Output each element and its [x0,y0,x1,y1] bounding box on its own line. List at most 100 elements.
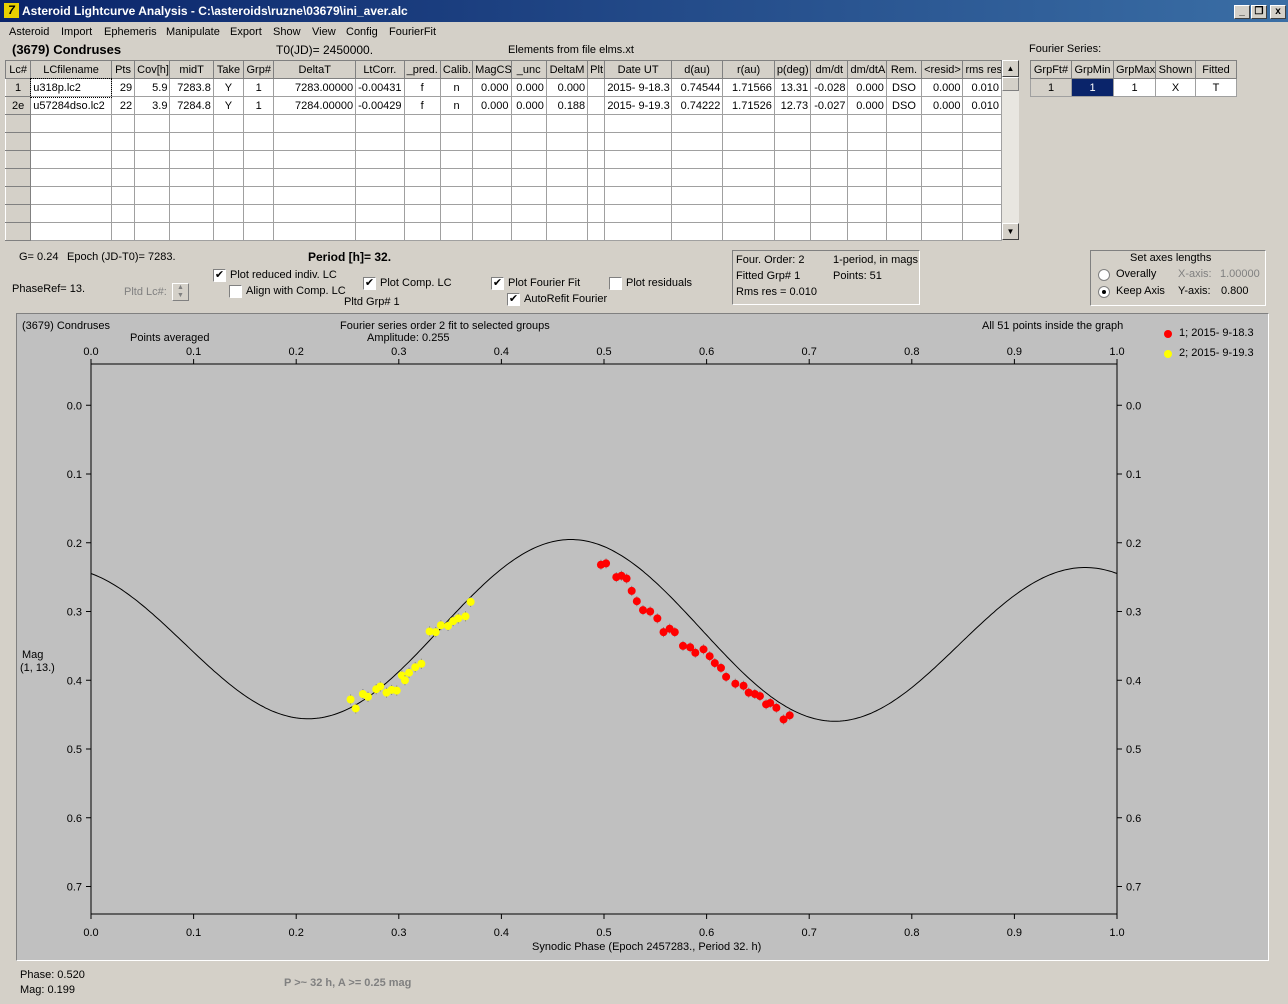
menu-config[interactable]: Config [346,26,378,38]
lc-empty-cell[interactable] [510,204,547,223]
lc-empty-cell[interactable] [510,150,547,169]
lc-empty-cell[interactable] [810,204,849,223]
lc-empty-cell[interactable] [110,114,136,133]
lc-empty-cell[interactable] [670,204,724,223]
lc-empty-cell[interactable] [243,150,275,169]
lc-cell[interactable]: 1.71566 [722,78,775,97]
lc-empty-cell[interactable] [273,132,357,151]
lc-empty-cell[interactable] [355,114,405,133]
lc-empty-cell[interactable] [670,114,724,133]
lc-empty-cell[interactable] [847,222,887,241]
lc-table-row[interactable]: 1 u318p.lc2 29 5.9 7283.8 Y 1 7283.00000 -0.0043… [4,77,1002,98]
lc-cell[interactable]: 1 [243,78,275,97]
lc-empty-cell[interactable] [30,150,112,169]
lc-empty-cell[interactable] [587,222,606,241]
scroll-thumb[interactable] [1002,77,1019,91]
lc-empty-cell[interactable] [722,204,775,223]
lc-cell[interactable]: 7283.8 [169,78,214,97]
lc-empty-cell[interactable] [604,204,672,223]
lc-cell[interactable]: 7284.8 [169,96,214,115]
menu-import[interactable]: Import [61,26,93,38]
lc-empty-cell[interactable] [587,114,606,133]
lc-empty-cell[interactable] [670,150,724,169]
lc-empty-cell[interactable] [722,222,775,241]
lc-cell[interactable]: -0.028 [810,78,849,97]
lc-cell[interactable]: -0.00431 [355,78,405,97]
lc-cell[interactable]: 2015- 9-18.3 [604,78,672,97]
fourier-cell-shown[interactable]: X [1155,78,1196,97]
lc-empty-cell[interactable] [4,132,32,151]
lc-empty-cell[interactable] [134,132,171,151]
lc-empty-cell[interactable] [212,114,245,133]
menu-view[interactable]: View [312,26,336,38]
menu-asteroid[interactable]: Asteroid [9,26,50,38]
lc-empty-cell[interactable] [587,168,606,187]
lc-empty-cell[interactable] [169,204,214,223]
lc-empty-cell[interactable] [243,114,275,133]
menu-show[interactable]: Show [273,26,301,38]
lc-table-empty-row[interactable] [4,222,1002,241]
lc-empty-cell[interactable] [545,150,589,169]
table-scrollbar[interactable]: ▲ ▼ [1002,60,1019,240]
lc-cell[interactable]: 1 [4,78,32,97]
lc-cell[interactable]: 7283.00000 [273,78,357,97]
lc-empty-cell[interactable] [403,132,441,151]
lc-empty-cell[interactable] [110,132,136,151]
lc-empty-cell[interactable] [4,168,32,187]
lc-empty-cell[interactable] [773,150,812,169]
lc-cell[interactable]: Y [212,78,245,97]
lc-empty-cell[interactable] [962,186,1002,205]
lc-empty-cell[interactable] [885,132,923,151]
lc-empty-cell[interactable] [962,150,1002,169]
lc-empty-cell[interactable] [773,132,812,151]
lc-empty-cell[interactable] [134,168,171,187]
lc-empty-cell[interactable] [403,114,441,133]
lc-empty-cell[interactable] [243,186,275,205]
lc-empty-cell[interactable] [439,150,474,169]
lc-empty-cell[interactable] [30,222,112,241]
lc-cell[interactable]: f [403,78,441,97]
lc-empty-cell[interactable] [212,168,245,187]
lightcurve-table[interactable]: Lc# LCfilename Pts Cov[h] midT Take Grp# DeltaT… [4,60,1002,241]
lc-empty-cell[interactable] [810,168,849,187]
lc-empty-cell[interactable] [722,168,775,187]
lc-empty-cell[interactable] [545,204,589,223]
lc-empty-cell[interactable] [545,222,589,241]
lc-empty-cell[interactable] [169,150,214,169]
lc-empty-cell[interactable] [134,114,171,133]
lc-empty-cell[interactable] [472,204,512,223]
lc-empty-cell[interactable] [810,222,849,241]
lc-empty-cell[interactable] [110,150,136,169]
lc-empty-cell[interactable] [4,222,32,241]
lc-empty-cell[interactable] [810,186,849,205]
lc-empty-cell[interactable] [510,114,547,133]
lc-empty-cell[interactable] [110,168,136,187]
lc-empty-cell[interactable] [134,186,171,205]
lc-cell[interactable]: 13.31 [773,78,812,97]
lc-cell[interactable]: 29 [110,78,136,97]
menu-manipulate[interactable]: Manipulate [166,26,220,38]
lc-empty-cell[interactable] [773,168,812,187]
lc-empty-cell[interactable] [4,114,32,133]
lc-empty-cell[interactable] [439,132,474,151]
lc-empty-cell[interactable] [472,114,512,133]
lc-cell[interactable]: 0.74544 [670,78,724,97]
overally-radio[interactable] [1098,269,1110,281]
lc-empty-cell[interactable] [169,222,214,241]
menu-export[interactable]: Export [230,26,262,38]
lc-cell[interactable]: 0.000 [472,78,512,97]
lc-cell[interactable]: -0.027 [810,96,849,115]
lc-empty-cell[interactable] [212,222,245,241]
lc-cell[interactable]: 0.000 [472,96,512,115]
lc-empty-cell[interactable] [670,186,724,205]
lightcurve-plot-panel[interactable] [16,313,1269,961]
menu-ephemeris[interactable]: Ephemeris [104,26,157,38]
lc-empty-cell[interactable] [472,186,512,205]
lc-empty-cell[interactable] [403,150,441,169]
lc-cell[interactable]: 7284.00000 [273,96,357,115]
lc-cell[interactable]: 2e [4,96,32,115]
lc-cell[interactable]: 0.188 [545,96,589,115]
lc-empty-cell[interactable] [885,150,923,169]
lc-cell[interactable]: 0.010 [962,96,1002,115]
lc-empty-cell[interactable] [604,222,672,241]
